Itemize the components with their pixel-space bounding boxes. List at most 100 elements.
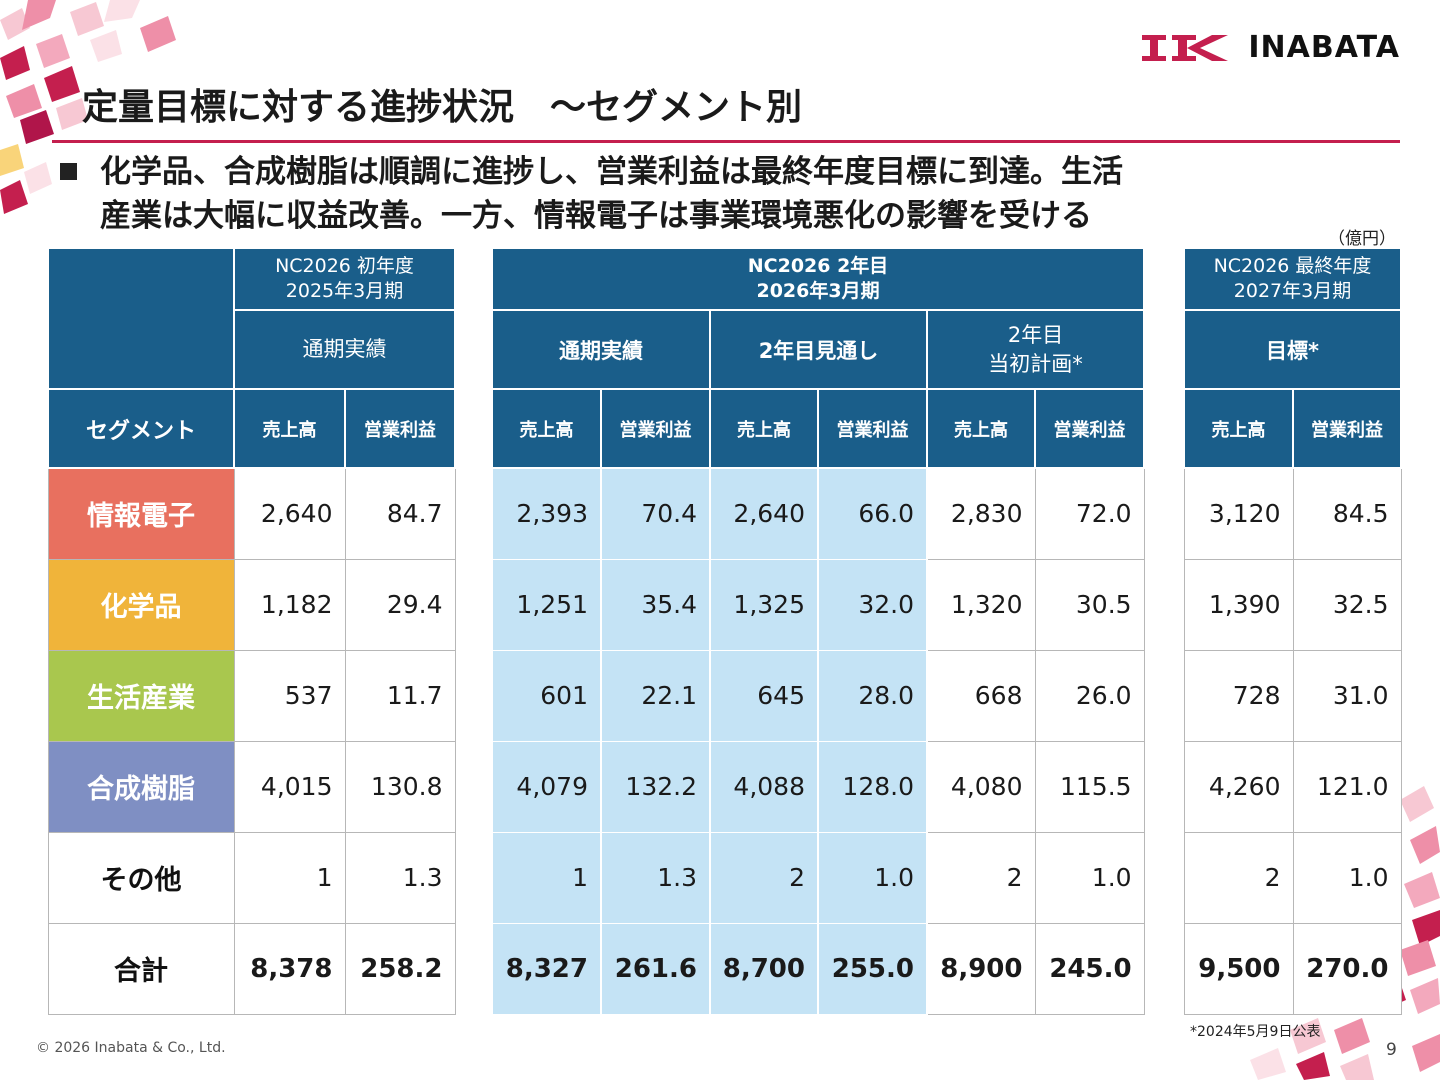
sales-cell: 4,088 <box>709 740 819 833</box>
operating-profit-cell: 30.5 <box>1034 558 1145 651</box>
header-fy2025-line1: NC2026 初年度 <box>275 255 414 277</box>
header-blank-cell <box>47 247 235 390</box>
header-fy2026-initial-plan-line1: 2年目 <box>1007 322 1064 347</box>
header-operating-profit: 営業利益 <box>344 388 456 469</box>
header-fy2027-line2: 2027年3月期 <box>1233 280 1352 302</box>
operating-profit-cell: 258.2 <box>344 922 456 1015</box>
sales-cell: 601 <box>491 649 602 742</box>
operating-profit-cell: 22.1 <box>600 649 711 742</box>
sales-cell: 537 <box>233 649 346 742</box>
operating-profit-cell: 29.4 <box>344 558 456 651</box>
sales-cell: 1,182 <box>233 558 346 651</box>
header-operating-profit: 営業利益 <box>600 388 711 469</box>
sales-cell: 1 <box>233 831 346 924</box>
sales-cell: 3,120 <box>1183 467 1294 560</box>
operating-profit-cell: 128.0 <box>817 740 928 833</box>
sales-cell: 2,830 <box>926 467 1036 560</box>
sales-cell: 9,500 <box>1183 922 1294 1015</box>
title-divider <box>52 140 1400 143</box>
operating-profit-cell: 132.2 <box>600 740 711 833</box>
sales-cell: 4,015 <box>233 740 346 833</box>
table-row: 合成樹脂 4,015 130.8 <box>47 740 456 833</box>
header-fy2027-target: 目標* <box>1183 309 1402 390</box>
operating-profit-cell: 72.0 <box>1034 467 1145 560</box>
copyright: © 2026 Inabata & Co., Ltd. <box>36 1040 226 1056</box>
segment-label: 合成樹脂 <box>47 740 235 833</box>
table-group-fy2026: NC2026 2年目 2026年3月期 通期実績 2年目見通し 2年目 当初計画… <box>490 247 1146 1015</box>
sales-cell: 1,325 <box>709 558 819 651</box>
header-fy2026-actual: 通期実績 <box>491 309 711 390</box>
header-fy2026-initial-plan-line2: 当初計画* <box>988 351 1083 376</box>
header-operating-profit: 営業利益 <box>1292 388 1402 469</box>
sales-cell: 4,079 <box>491 740 602 833</box>
header-fy2025-actual: 通期実績 <box>233 309 456 390</box>
page-title: 定量目標に対する進捗状況 ～セグメント別 <box>82 87 803 128</box>
operating-profit-cell: 66.0 <box>817 467 928 560</box>
table-group-fy2027: NC2026 最終年度 2027年3月期 目標* 売上高 営業利益 3,120 8… <box>1183 247 1402 1015</box>
sales-cell: 645 <box>709 649 819 742</box>
operating-profit-cell: 70.4 <box>600 467 711 560</box>
table-row: 8,327 261.6 8,700 255.0 8,900 245.0 <box>491 922 1145 1015</box>
header-fy2027: NC2026 最終年度 2027年3月期 <box>1183 247 1402 311</box>
sales-cell: 2,640 <box>233 467 346 560</box>
header-fy2025-line2: 2025年3月期 <box>285 280 404 302</box>
sales-cell: 2,393 <box>491 467 602 560</box>
bullet-square-icon <box>60 163 77 180</box>
header-fy2026-line1: NC2026 2年目 <box>747 255 889 277</box>
table-row: 1 1.3 2 1.0 2 1.0 <box>491 831 1145 924</box>
header-sales: 売上高 <box>709 388 819 469</box>
operating-profit-cell: 84.5 <box>1292 467 1402 560</box>
operating-profit-cell: 26.0 <box>1034 649 1145 742</box>
table-row: 601 22.1 645 28.0 668 26.0 <box>491 649 1145 742</box>
operating-profit-cell: 11.7 <box>344 649 456 742</box>
sales-cell: 1,390 <box>1183 558 1294 651</box>
operating-profit-cell: 32.0 <box>817 558 928 651</box>
segment-label: 情報電子 <box>47 467 235 560</box>
sales-cell: 1,251 <box>491 558 602 651</box>
operating-profit-cell: 32.5 <box>1292 558 1402 651</box>
sales-cell: 668 <box>926 649 1036 742</box>
header-fy2025: NC2026 初年度 2025年3月期 <box>233 247 456 311</box>
operating-profit-cell: 35.4 <box>600 558 711 651</box>
segment-label: 生活産業 <box>47 649 235 742</box>
table-row: 1,390 32.5 <box>1183 558 1402 651</box>
table-row: その他 1 1.3 <box>47 831 456 924</box>
segment-label: その他 <box>47 831 235 924</box>
table-row: 情報電子 2,640 84.7 <box>47 467 456 560</box>
operating-profit-cell: 31.0 <box>1292 649 1402 742</box>
header-fy2026: NC2026 2年目 2026年3月期 <box>490 247 1146 311</box>
operating-profit-cell: 1.0 <box>817 831 928 924</box>
header-fy2026-initial-plan: 2年目 当初計画* <box>925 309 1146 390</box>
table-row: 合計 8,378 258.2 <box>47 922 456 1015</box>
table-row: 2,393 70.4 2,640 66.0 2,830 72.0 <box>491 467 1145 560</box>
table-row: 生活産業 537 11.7 <box>47 649 456 742</box>
header-sales: 売上高 <box>926 388 1036 469</box>
sales-cell: 2 <box>1183 831 1294 924</box>
sales-cell: 8,327 <box>491 922 602 1015</box>
summary-text: 化学品、合成樹脂は順調に進捗し、営業利益は最終年度目標に到達。生活 産業は大幅に… <box>100 150 1330 238</box>
table-row: 4,260 121.0 <box>1183 740 1402 833</box>
operating-profit-cell: 270.0 <box>1292 922 1402 1015</box>
table-group-fy2025: NC2026 初年度 2025年3月期 通期実績 セグメント 売上高 営業利益 … <box>47 247 456 1015</box>
header-segment: セグメント <box>47 388 235 469</box>
operating-profit-cell: 28.0 <box>817 649 928 742</box>
table-row: 化学品 1,182 29.4 <box>47 558 456 651</box>
operating-profit-cell: 115.5 <box>1034 740 1145 833</box>
sales-cell: 1 <box>491 831 602 924</box>
segment-label: 化学品 <box>47 558 235 651</box>
operating-profit-cell: 121.0 <box>1292 740 1402 833</box>
page-number: 9 <box>1386 1040 1397 1060</box>
sales-cell: 8,900 <box>926 922 1036 1015</box>
operating-profit-cell: 255.0 <box>817 922 928 1015</box>
sales-cell: 4,080 <box>926 740 1036 833</box>
segment-label: 合計 <box>47 922 235 1015</box>
table-row: 3,120 84.5 <box>1183 467 1402 560</box>
table-row: 728 31.0 <box>1183 649 1402 742</box>
operating-profit-cell: 1.0 <box>1292 831 1402 924</box>
summary-line-2: 産業は大幅に収益改善。一方、情報電子は事業環境悪化の影響を受ける <box>100 198 1092 234</box>
header-fy2026-forecast: 2年目見通し <box>709 309 928 390</box>
table-row: 2 1.0 <box>1183 831 1402 924</box>
table-row: 4,079 132.2 4,088 128.0 4,080 115.5 <box>491 740 1145 833</box>
operating-profit-cell: 261.6 <box>600 922 711 1015</box>
header-fy2027-line1: NC2026 最終年度 <box>1213 255 1372 277</box>
